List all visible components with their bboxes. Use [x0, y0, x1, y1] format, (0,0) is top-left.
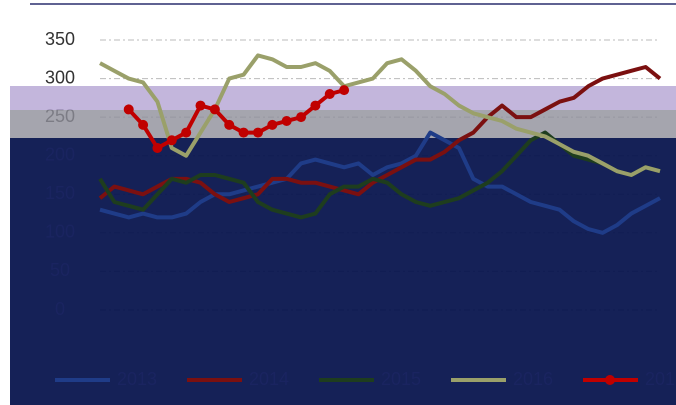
legend-label: 2015 — [381, 369, 421, 389]
legend-marker — [605, 375, 615, 385]
y-tick-label: 0 — [55, 299, 65, 319]
series-line — [99, 130, 661, 235]
y-tick-label: 50 — [50, 260, 70, 280]
series-marker — [209, 104, 220, 115]
series-marker — [267, 119, 278, 130]
series-marker — [166, 135, 177, 146]
series-marker — [123, 104, 134, 115]
overlay-panel — [10, 138, 676, 405]
series-marker — [324, 89, 335, 99]
legend-label: 2016 — [513, 369, 553, 389]
series-marker — [252, 127, 263, 138]
series-marker — [138, 119, 149, 130]
y-tick-label: 350 — [45, 29, 75, 49]
series-marker — [281, 116, 292, 126]
y-tick-label: 150 — [45, 183, 75, 203]
series-marker — [238, 127, 249, 138]
legend-label: 2014 — [249, 369, 289, 389]
series-marker — [339, 85, 350, 96]
series-marker — [181, 127, 192, 138]
y-tick-label: 200 — [45, 144, 75, 164]
legend-label: 2017 — [645, 369, 676, 389]
series-marker — [296, 112, 307, 123]
y-tick-label: 300 — [45, 67, 75, 87]
series-line — [127, 88, 345, 150]
series-marker — [152, 143, 163, 153]
overlay-band — [10, 110, 676, 138]
legend-label: 2013 — [117, 369, 157, 389]
plot: 0 50 100 150 200 2013 2014 2015 2016 2017 — [45, 53, 676, 389]
series-line — [99, 53, 661, 177]
y-tick-label: 100 — [45, 222, 75, 242]
series-marker — [310, 100, 321, 111]
series-marker — [224, 119, 235, 130]
series-marker — [195, 100, 206, 111]
